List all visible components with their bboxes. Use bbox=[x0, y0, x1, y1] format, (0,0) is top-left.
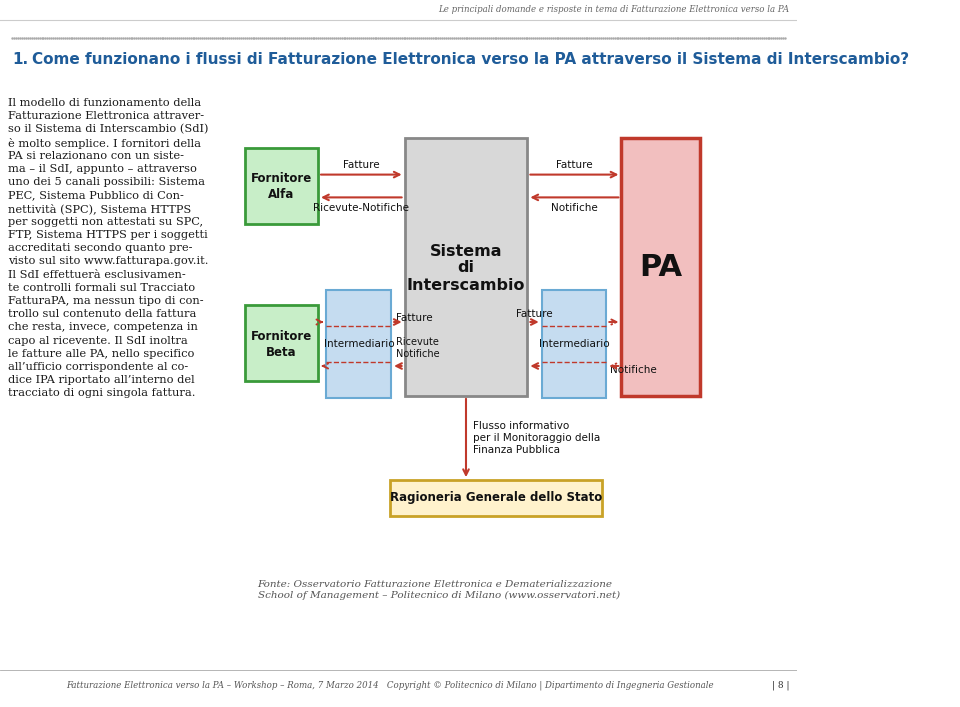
Text: PA si relazionano con un siste-: PA si relazionano con un siste- bbox=[9, 151, 184, 160]
Text: Fatture: Fatture bbox=[556, 160, 592, 170]
Bar bbox=[404, 138, 527, 396]
Text: nettività (SPC), Sistema HTTPS: nettività (SPC), Sistema HTTPS bbox=[9, 204, 192, 214]
Text: Intermediario: Intermediario bbox=[324, 339, 395, 349]
Text: Fatture: Fatture bbox=[516, 309, 553, 319]
Text: ma – il SdI, appunto – attraverso: ma – il SdI, appunto – attraverso bbox=[9, 164, 197, 174]
Text: Flusso informativo
per il Monitoraggio della
Finanza Pubblica: Flusso informativo per il Monitoraggio d… bbox=[472, 421, 600, 455]
Text: Fornitore: Fornitore bbox=[251, 173, 312, 185]
Text: so il Sistema di Interscambio (SdI): so il Sistema di Interscambio (SdI) bbox=[9, 124, 209, 135]
Text: Intermediario: Intermediario bbox=[539, 339, 610, 349]
Text: | 8 |: | 8 | bbox=[772, 680, 789, 690]
Text: Notifiche: Notifiche bbox=[610, 365, 657, 375]
Text: Fatturazione Elettronica verso la PA – Workshop – Roma, 7 Marzo 2014   Copyright: Fatturazione Elettronica verso la PA – W… bbox=[66, 680, 714, 690]
Text: Ricevute-Notifiche: Ricevute-Notifiche bbox=[313, 204, 409, 214]
Text: accreditati secondo quanto pre-: accreditati secondo quanto pre- bbox=[9, 243, 193, 253]
Text: Ragioneria Generale dello Stato: Ragioneria Generale dello Stato bbox=[390, 491, 603, 505]
Text: all’ufficio corrispondente al co-: all’ufficio corrispondente al co- bbox=[9, 362, 188, 372]
Text: Il SdI effettuerà esclusivamen-: Il SdI effettuerà esclusivamen- bbox=[9, 269, 186, 279]
Text: è molto semplice. I fornitori della: è molto semplice. I fornitori della bbox=[9, 138, 202, 148]
Text: Ricevute
Notifiche: Ricevute Notifiche bbox=[396, 337, 440, 358]
Text: PA: PA bbox=[639, 252, 683, 281]
Text: Le principali domande e risposte in tema di Fatturazione Elettronica verso la PA: Le principali domande e risposte in tema… bbox=[438, 6, 789, 15]
Bar bbox=[326, 290, 392, 398]
Text: Fornitore: Fornitore bbox=[251, 329, 312, 342]
Text: Come funzionano i flussi di Fatturazione Elettronica verso la PA attraverso il S: Come funzionano i flussi di Fatturazione… bbox=[32, 52, 909, 67]
Text: PEC, Sistema Pubblico di Con-: PEC, Sistema Pubblico di Con- bbox=[9, 190, 184, 200]
Text: Alfa: Alfa bbox=[269, 189, 295, 201]
Text: 1.: 1. bbox=[12, 52, 29, 67]
Text: capo al ricevente. Il SdI inoltra: capo al ricevente. Il SdI inoltra bbox=[9, 336, 188, 346]
Text: Fatturazione Elettronica attraver-: Fatturazione Elettronica attraver- bbox=[9, 111, 204, 121]
Text: che resta, invece, competenza in: che resta, invece, competenza in bbox=[9, 322, 198, 332]
Text: Sistema: Sistema bbox=[430, 243, 502, 259]
Text: FTP, Sistema HTTPS per i soggetti: FTP, Sistema HTTPS per i soggetti bbox=[9, 230, 208, 240]
Text: FatturaPA, ma nessun tipo di con-: FatturaPA, ma nessun tipo di con- bbox=[9, 296, 204, 306]
Text: Fatture: Fatture bbox=[343, 160, 379, 170]
Bar bbox=[245, 148, 318, 224]
Bar bbox=[621, 138, 700, 396]
Text: Fatture: Fatture bbox=[396, 313, 433, 323]
Text: Fonte: Osservatorio Fatturazione Elettronica e Dematerializzazione
School of Man: Fonte: Osservatorio Fatturazione Elettro… bbox=[257, 580, 619, 600]
Text: tracciato di ogni singola fattura.: tracciato di ogni singola fattura. bbox=[9, 388, 196, 399]
Text: Notifiche: Notifiche bbox=[551, 204, 598, 214]
Text: Interscambio: Interscambio bbox=[407, 278, 525, 293]
Text: visto sul sito www.fatturapa.gov.it.: visto sul sito www.fatturapa.gov.it. bbox=[9, 257, 209, 267]
Text: di: di bbox=[458, 259, 474, 274]
Bar bbox=[541, 290, 607, 398]
Text: per soggetti non attestati su SPC,: per soggetti non attestati su SPC, bbox=[9, 217, 204, 227]
Text: uno dei 5 canali possibili: Sistema: uno dei 5 canali possibili: Sistema bbox=[9, 177, 205, 187]
Text: le fatture alle PA, nello specifico: le fatture alle PA, nello specifico bbox=[9, 349, 195, 358]
Text: te controlli formali sul Tracciato: te controlli formali sul Tracciato bbox=[9, 283, 196, 293]
Text: dice IPA riportato all’interno del: dice IPA riportato all’interno del bbox=[9, 375, 195, 385]
Bar bbox=[245, 305, 318, 381]
Text: Il modello di funzionamento della: Il modello di funzionamento della bbox=[9, 98, 202, 108]
Text: trollo sul contenuto della fattura: trollo sul contenuto della fattura bbox=[9, 309, 197, 319]
Bar bbox=[391, 480, 602, 516]
Text: Beta: Beta bbox=[266, 346, 297, 358]
